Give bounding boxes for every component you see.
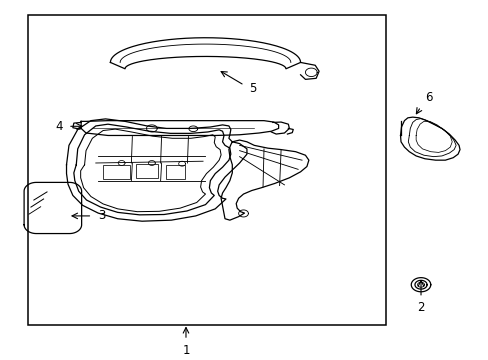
Text: 2: 2 [416, 301, 424, 314]
Text: 6: 6 [424, 91, 431, 104]
Text: 5: 5 [249, 82, 256, 95]
Bar [136, 165, 158, 178]
Text: 1: 1 [182, 344, 189, 357]
Text: 3: 3 [98, 210, 105, 222]
Text: 4: 4 [56, 120, 63, 133]
Bar [165, 166, 184, 179]
Bar [27, 15, 385, 325]
Bar [103, 165, 130, 179]
